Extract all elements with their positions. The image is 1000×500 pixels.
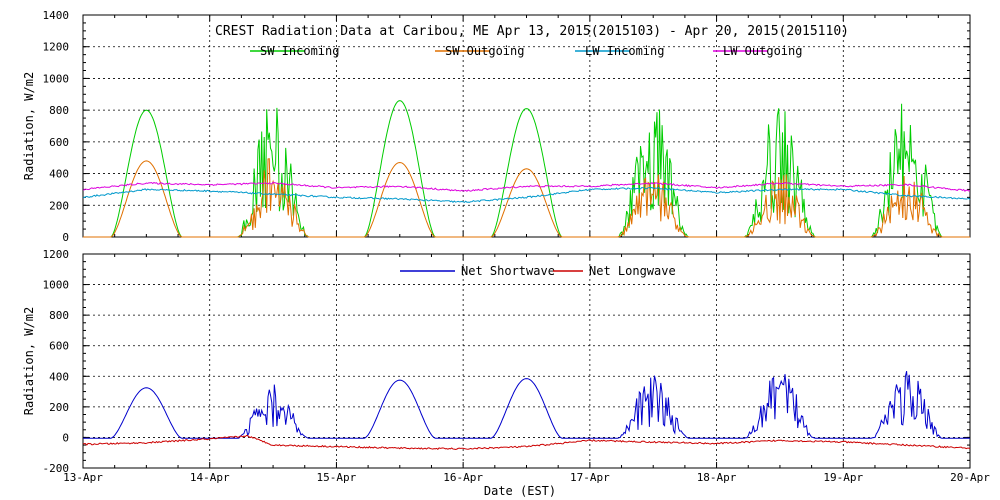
top-y-axis-label: Radiation, W/m2 [22,72,36,180]
y-tick-label: 800 [49,309,69,322]
x-tick-label: 20-Apr [950,471,990,484]
y-tick-label: 200 [49,401,69,414]
y-tick-label: 800 [49,104,69,117]
x-tick-label: 17-Apr [570,471,610,484]
legend-label-sw-outgoing: SW Outgoing [445,44,524,58]
legend-label-lw-incoming: LW Incoming [585,44,664,58]
x-tick-label: 18-Apr [697,471,737,484]
y-tick-label: 200 [49,199,69,212]
chart-title: CREST Radiation Data at Caribou, ME Apr … [215,24,849,39]
x-tick-label: 16-Apr [443,471,483,484]
y-tick-label: 0 [62,431,69,444]
legend-label-net-shortwave: Net Shortwave [461,264,555,278]
y-tick-label: 400 [49,370,69,383]
legend-label-sw-incoming: SW Incoming [260,44,339,58]
y-tick-label: 1200 [43,248,70,261]
y-tick-label: -200 [43,462,70,475]
series-line-net-shortwave [83,370,970,439]
bottom-y-axis-label: Radiation, W/m2 [22,307,36,415]
plot-frame [82,14,971,238]
y-tick-label: 1000 [43,279,70,292]
x-tick-label: 14-Apr [190,471,230,484]
y-tick-label: 1000 [43,72,70,85]
y-tick-label: 600 [49,136,69,149]
plot-frame [82,253,971,469]
y-tick-label: 0 [62,231,69,244]
series-line-sw-outgoing [83,158,970,238]
legend-label-net-longwave: Net Longwave [589,264,676,278]
y-tick-label: 1200 [43,41,70,54]
top-panel: CREST Radiation Data at Caribou, ME Apr … [22,9,971,244]
y-tick-label: 600 [49,340,69,353]
bottom-panel: Radiation, W/m2 Date (EST) -200 0 200 400 60… [22,248,990,498]
series-line-lw-incoming [82,186,971,204]
x-tick-label: 13-Apr [63,471,103,484]
series-line-net-longwave [82,434,971,451]
series-line-lw-outgoing [83,181,971,192]
x-axis-label: Date (EST) [484,484,556,498]
legend-label-lw-outgoing: LW Outgoing [723,44,802,58]
x-tick-label: 15-Apr [317,471,357,484]
y-tick-label: 400 [49,168,69,181]
y-tick-label: 1400 [43,9,70,22]
x-tick-label: 19-Apr [823,471,863,484]
